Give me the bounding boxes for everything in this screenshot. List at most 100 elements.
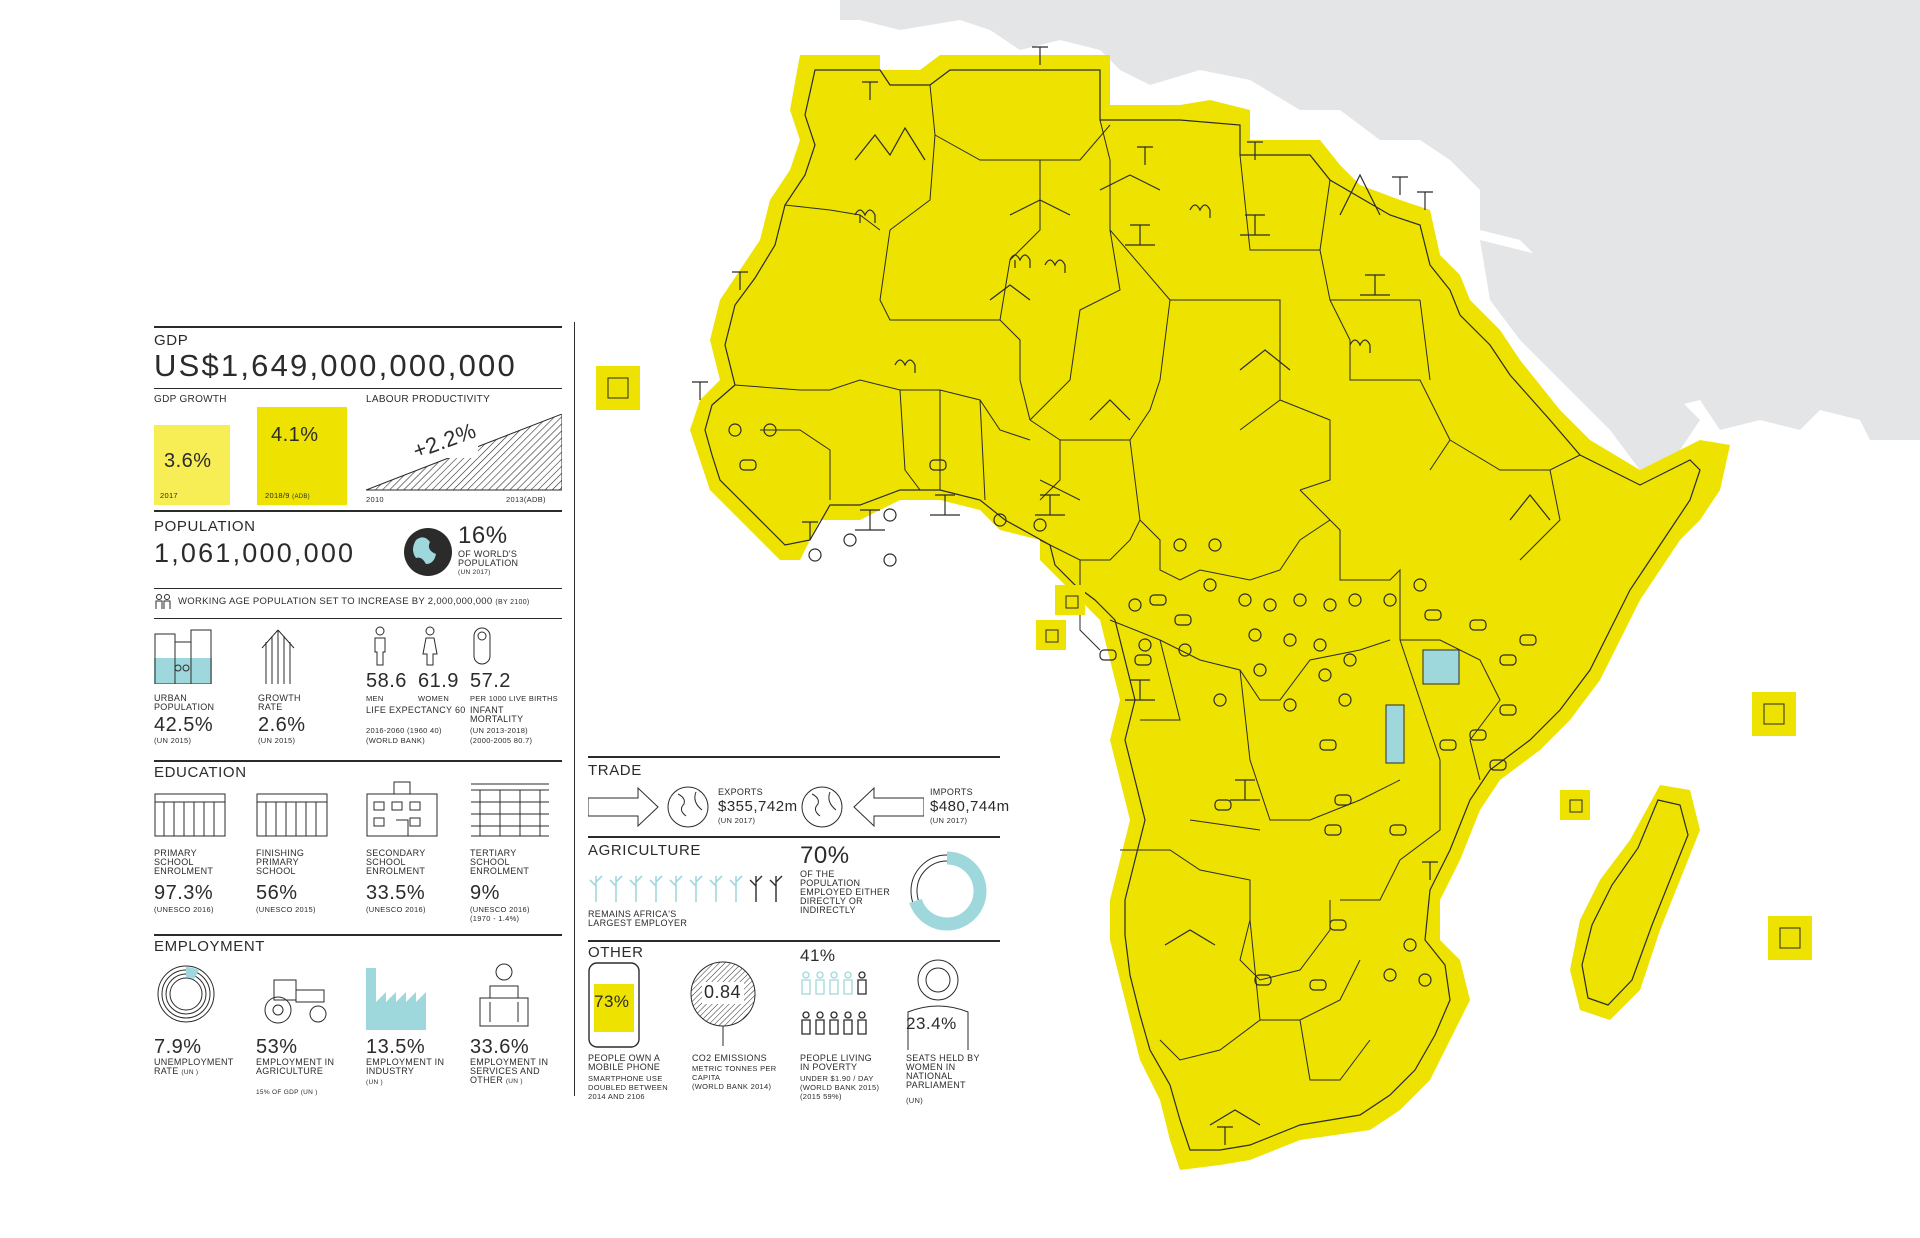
mobile-value: 73% <box>594 992 630 1011</box>
population-value: 1,061,000,000 <box>154 538 356 568</box>
woman-portrait-icon <box>907 959 969 1050</box>
growth-label: GROWTH RATE <box>258 693 301 712</box>
imports-arrow-globe <box>801 786 924 828</box>
school-icon <box>256 793 328 837</box>
man-icon <box>374 626 386 666</box>
education-primary: PRIMARY SCHOOL ENROLMENT 97.3% (UNESCO 2… <box>154 788 254 914</box>
gdp-growth-title: GDP GROWTH <box>154 394 227 405</box>
woman-icon <box>422 626 438 666</box>
women-value: 61.9 <box>418 670 459 692</box>
gdp-growth-2018-box: 4.1% 2018/9 (ADB) <box>257 407 347 505</box>
university-icon <box>471 783 549 837</box>
growth-value: 2.6% <box>258 714 306 736</box>
women-seats-value: 23.4% <box>906 1014 957 1033</box>
co2-label: CO2 EMISSIONS <box>692 1053 767 1063</box>
gdp-title: GDP <box>154 332 189 349</box>
men-label: MEN <box>366 694 384 703</box>
mobile-phone-icon <box>588 962 640 1048</box>
infant-note: (UN 2013-2018) <box>470 726 528 735</box>
agriculture-employed-value: 70% <box>800 842 850 869</box>
poverty-note2: (2015 59%) <box>800 1092 842 1101</box>
world-share-label-1: OF WORLD'S <box>458 549 518 559</box>
exports-label: EXPORTS <box>718 787 763 797</box>
urban-source: (UN 2015) <box>154 736 192 745</box>
co2-value: 0.84 <box>704 982 742 1002</box>
secondary-school-icon <box>366 781 438 837</box>
agriculture-employment-value: 53% <box>256 1036 298 1058</box>
women-seats-source: (UN) <box>906 1096 924 1105</box>
world-share-value: 16% <box>458 522 508 549</box>
mobile-note: SMARTPHONE USE DOUBLED BETWEEN 2014 AND … <box>588 1074 668 1101</box>
poverty-label: PEOPLE LIVING IN POVERTY <box>800 1053 872 1072</box>
services-employment-label: EMPLOYMENT IN SERVICES AND OTHER <box>470 1057 549 1085</box>
unemployment-ring <box>157 965 215 1023</box>
urban-value: 42.5% <box>154 714 214 736</box>
services-employment-source: (UN ) <box>505 1078 523 1085</box>
industry-employment-source: (UN ) <box>366 1079 384 1086</box>
map-icons <box>692 46 1551 1145</box>
life-source: (WORLD BANK) <box>366 736 426 745</box>
population-title: POPULATION <box>154 518 256 535</box>
trade-title: TRADE <box>588 762 642 779</box>
exports-arrow-globe <box>588 786 709 828</box>
life-label: LIFE EXPECTANCY 60 <box>366 705 466 715</box>
globe-icon <box>404 528 452 576</box>
poverty-people-icon <box>801 971 867 1035</box>
industry-employment-label: EMPLOYMENT IN INDUSTRY <box>366 1057 445 1076</box>
exports-source: (UN 2017) <box>718 816 756 825</box>
growth-rate-icon <box>261 629 295 684</box>
other-title: OTHER <box>588 944 644 961</box>
infant-unit: PER 1000 LIVE BIRTHS <box>470 694 558 703</box>
life-note: 2016-2060 (1960 40) <box>366 726 442 735</box>
industry-employment-value: 13.5% <box>366 1036 426 1058</box>
tractor-icon <box>264 979 327 1024</box>
factory-icon <box>366 968 426 1030</box>
world-share-source: (UN 2017) <box>458 569 491 576</box>
productivity-wedge <box>366 414 562 491</box>
agriculture-employer-text: REMAINS AFRICA'S LARGEST EMPLOYER <box>588 909 688 928</box>
imports-source: (UN 2017) <box>930 816 968 825</box>
poverty-note: UNDER $1.90 / DAY <box>800 1074 874 1083</box>
surrounding-land <box>840 0 1920 470</box>
poverty-source: (WORLD BANK 2015) <box>800 1083 880 1092</box>
productivity-from: 2010 <box>366 495 384 504</box>
women-seats-label: SEATS HELD BY WOMEN IN NATIONAL PARLIAME… <box>906 1053 980 1090</box>
education-tertiary: TERTIARY SCHOOL ENROLMENT 9% (UNESCO 201… <box>470 780 570 923</box>
working-age-text: WORKING AGE POPULATION SET TO INCREASE B… <box>178 596 493 607</box>
urban-population-icon <box>154 629 212 684</box>
unemployment-label: UNEMPLOYMENT RATE <box>154 1057 234 1076</box>
co2-source: (WORLD BANK 2014) <box>692 1082 772 1091</box>
poverty-value: 41% <box>800 946 836 965</box>
office-worker-icon <box>479 963 529 1027</box>
world-share-label-2: POPULATION <box>458 558 519 568</box>
agriculture-employment-label: EMPLOYMENT IN AGRICULTURE <box>256 1057 335 1076</box>
infant-label: INFANT MORTALITY <box>470 705 524 724</box>
agriculture-employment-source: 15% OF GDP (UN ) <box>256 1089 318 1096</box>
employment-title: EMPLOYMENT <box>154 938 266 955</box>
infant-value: 57.2 <box>470 670 511 692</box>
mobile-label: PEOPLE OWN A MOBILE PHONE <box>588 1053 661 1072</box>
productivity-to: 2013(ADB) <box>506 495 546 504</box>
agriculture-title: AGRICULTURE <box>588 842 701 859</box>
services-employment-value: 33.6% <box>470 1036 530 1058</box>
africa-continent <box>596 55 1812 1170</box>
labour-productivity-title: LABOUR PRODUCTIVITY <box>366 394 491 405</box>
gdp-growth-2017-box: 3.6% 2017 <box>154 425 230 505</box>
agriculture-ring <box>907 851 987 931</box>
growth-source: (UN 2015) <box>258 736 296 745</box>
school-icon <box>154 793 226 837</box>
people-icon <box>155 594 171 609</box>
education-finishing: FINISHING PRIMARY SCHOOL 56% (UNESCO 201… <box>256 788 356 914</box>
urban-label: URBAN POPULATION <box>154 693 215 712</box>
agriculture-employed-text: OF THE POPULATION EMPLOYED EITHER DIRECT… <box>800 869 891 915</box>
co2-note: METRIC TONNES PER CAPITA <box>692 1064 777 1082</box>
gdp-value: US$1,649,000,000,000 <box>154 348 517 383</box>
infant-note2: (2000-2005 80.7) <box>470 736 533 745</box>
stats-panel: GDP US$1,649,000,000,000 GDP GROWTH LABO… <box>154 322 1009 1105</box>
women-label: WOMEN <box>418 694 450 703</box>
education-items: PRIMARY SCHOOL ENROLMENT 97.3% (UNESCO 2… <box>154 781 562 928</box>
education-secondary: SECONDARY SCHOOL ENROLMENT 33.5% (UNESCO… <box>366 780 466 914</box>
unemployment-source: (UN ) <box>181 1069 199 1076</box>
top-rule <box>154 326 562 328</box>
